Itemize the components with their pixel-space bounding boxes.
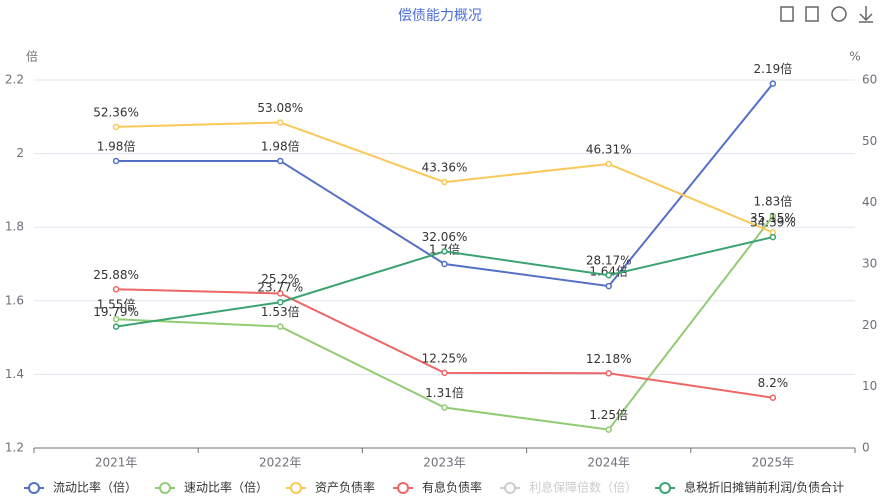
x-tick-label: 2021年 xyxy=(95,456,138,470)
data-point xyxy=(112,315,120,323)
data-point xyxy=(769,394,777,401)
series-line xyxy=(116,121,774,234)
y2-tick-label: 60 xyxy=(862,73,877,87)
data-point xyxy=(605,426,612,433)
data-point xyxy=(769,212,777,220)
data-label: 1.53倍 xyxy=(261,304,300,319)
y2-tick-label: 20 xyxy=(862,318,877,332)
x-tick-label: 2025年 xyxy=(752,456,795,470)
data-label: 12.25% xyxy=(422,351,468,365)
data-label: 28.17% xyxy=(586,254,632,268)
legend-item[interactable]: 息税折旧摊销前利润/负债合计 xyxy=(655,480,844,495)
y-tick-label: 1.2 xyxy=(5,441,24,455)
data-label: 19.79% xyxy=(93,305,139,319)
chart-title: 偿债能力概况 xyxy=(398,8,482,24)
data-point xyxy=(277,298,284,306)
y-tick-label: 1.4 xyxy=(5,367,24,381)
data-point xyxy=(441,369,448,377)
x-tick-label: 2023年 xyxy=(423,456,466,470)
tool-data[interactable] xyxy=(805,6,819,22)
data-point xyxy=(277,157,284,165)
data-point xyxy=(441,404,448,411)
legend-item[interactable]: 利息保障倍数（倍） xyxy=(500,480,637,495)
data-point xyxy=(605,370,612,377)
legend-label: 利息保障倍数（倍） xyxy=(529,480,637,495)
data-point xyxy=(277,119,284,126)
legend-label: 流动比率（倍） xyxy=(53,480,137,495)
legend-label: 息税折旧摊销前利润/负债合计 xyxy=(684,480,844,495)
data-label: 23.77% xyxy=(257,281,303,295)
data-label: 25.88% xyxy=(93,268,139,282)
data-point xyxy=(112,157,120,165)
data-label: 53.08% xyxy=(257,101,303,115)
legend-label: 有息负债率 xyxy=(422,480,482,495)
legend-item[interactable]: 有息负债率 xyxy=(393,480,482,495)
legend-icon xyxy=(504,482,517,494)
data-point xyxy=(605,160,612,168)
data-label: 1.31倍 xyxy=(425,385,464,400)
data-label: 1.98倍 xyxy=(97,138,136,153)
y2-tick-label: 0 xyxy=(862,441,870,455)
data-label: 12.18% xyxy=(586,352,632,366)
y-tick-label: 1.6 xyxy=(5,293,24,307)
data-label: 1.25倍 xyxy=(589,407,628,422)
legend-item[interactable]: 流动比率（倍） xyxy=(24,480,137,495)
y2-tick-label: 10 xyxy=(862,379,877,393)
data-point xyxy=(112,286,120,293)
y-tick-label: 2 xyxy=(16,146,24,160)
data-label: 2.19倍 xyxy=(754,61,793,76)
x-tick-label: 2024年 xyxy=(587,456,630,470)
tool-table[interactable] xyxy=(780,6,794,22)
data-point xyxy=(112,323,120,330)
tool-restore[interactable] xyxy=(831,6,847,22)
x-tick-label: 2022年 xyxy=(259,456,302,470)
y2-tick-label: 50 xyxy=(862,134,877,148)
data-label: 8.2% xyxy=(758,376,789,390)
y2-tick-label: 40 xyxy=(862,195,877,209)
y2-axis-name: % xyxy=(849,50,860,64)
legend-icon xyxy=(397,482,410,494)
data-label: 1.55倍 xyxy=(97,297,136,312)
y2-tick-label: 30 xyxy=(862,257,877,271)
data-point xyxy=(605,282,612,290)
data-label: 32.06% xyxy=(422,230,468,244)
data-label: 25.2% xyxy=(261,272,299,286)
toolbox[interactable] xyxy=(780,6,873,23)
legend-label: 速动比率（倍） xyxy=(184,480,268,495)
data-point xyxy=(605,271,612,279)
data-label: 52.36% xyxy=(93,105,139,119)
legend-item[interactable]: 速动比率（倍） xyxy=(155,480,268,495)
data-label: 43.36% xyxy=(422,161,468,175)
data-label: 1.64倍 xyxy=(589,264,628,279)
legend-icon xyxy=(290,482,303,494)
data-label: 34.39% xyxy=(750,216,796,230)
data-point xyxy=(112,123,120,131)
legend-item[interactable]: 资产负债率 xyxy=(286,480,375,495)
legend-icon xyxy=(659,482,672,494)
y-axis-name: 倍 xyxy=(26,49,38,64)
data-label: 1.98倍 xyxy=(261,138,300,153)
data-point xyxy=(277,290,284,297)
data-point xyxy=(277,323,284,330)
data-point xyxy=(441,178,448,186)
tool-save[interactable] xyxy=(859,6,873,23)
legend-icon xyxy=(28,482,40,494)
legend-label: 资产负债率 xyxy=(315,480,375,495)
data-label: 46.31% xyxy=(586,142,632,156)
data-point xyxy=(769,80,777,87)
data-point xyxy=(769,233,777,241)
data-label: 35.15% xyxy=(750,211,796,225)
y-tick-label: 1.8 xyxy=(5,220,24,234)
data-point xyxy=(441,260,448,268)
data-point xyxy=(441,248,448,255)
legend-icon xyxy=(159,482,172,494)
y-tick-label: 2.2 xyxy=(5,73,24,87)
data-label: 1.83倍 xyxy=(754,194,793,209)
